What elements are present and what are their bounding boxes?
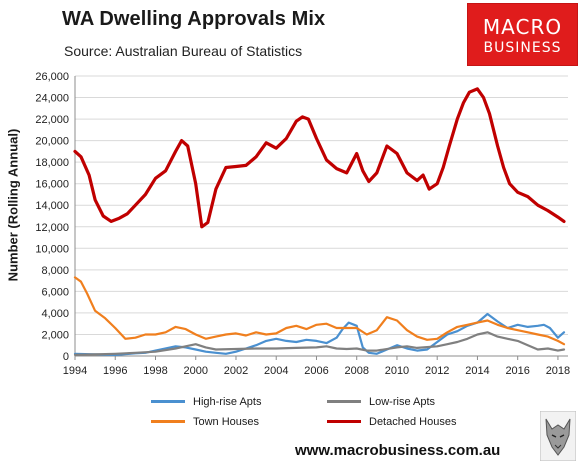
y-tick-label: 10,000 [35,243,69,255]
macrobusiness-logo: MACRO BUSINESS [467,3,578,66]
x-tick-label: 2018 [546,365,570,377]
y-axis-label: Number (Rolling Annual) [5,128,21,282]
x-tick-label: 1998 [143,365,167,377]
x-tick-label: 2012 [425,365,449,377]
y-tick-label: 22,000 [35,114,69,126]
x-tick-label: 2004 [264,365,288,377]
x-tick-label: 2014 [465,365,489,377]
y-tick-label: 6,000 [41,286,69,298]
x-tick-label: 2000 [183,365,207,377]
x-tick-label: 2016 [505,365,529,377]
y-tick-label: 26,000 [35,71,69,83]
logo-line-1: MACRO [482,15,563,39]
y-tick-label: 8,000 [41,265,69,277]
x-tick-label: 2002 [224,365,248,377]
y-tick-label: 16,000 [35,179,69,191]
y-tick-label: 4,000 [41,308,69,320]
y-tick-label: 24,000 [35,93,69,105]
series-line-town-houses [73,276,566,346]
wolf-icon [540,411,576,461]
y-tick-label: 0 [63,351,69,363]
series-line-high-rise-apts [73,312,566,356]
y-tick-label: 12,000 [35,222,69,234]
x-tick-label: 2006 [304,365,328,377]
x-tick-label: 1996 [103,365,127,377]
y-tick-label: 14,000 [35,200,69,212]
footer-url: www.macrobusiness.com.au [295,442,501,459]
y-axis-label-wrap: Number (Rolling Annual) [2,120,24,290]
logo-line-2: BUSINESS [483,40,562,56]
x-tick-label: 1994 [63,365,87,377]
series-line-low-rise-apts [73,331,566,356]
x-tick-label: 2008 [344,365,368,377]
series-line-detached-houses [73,87,566,229]
chart-subtitle: Source: Australian Bureau of Statistics [64,43,303,59]
x-tick-label: 2010 [385,365,409,377]
chart-title: WA Dwelling Approvals Mix [62,8,326,30]
y-tick-label: 20,000 [35,136,69,148]
y-tick-label: 18,000 [35,157,69,169]
y-tick-label: 2,000 [41,329,69,341]
